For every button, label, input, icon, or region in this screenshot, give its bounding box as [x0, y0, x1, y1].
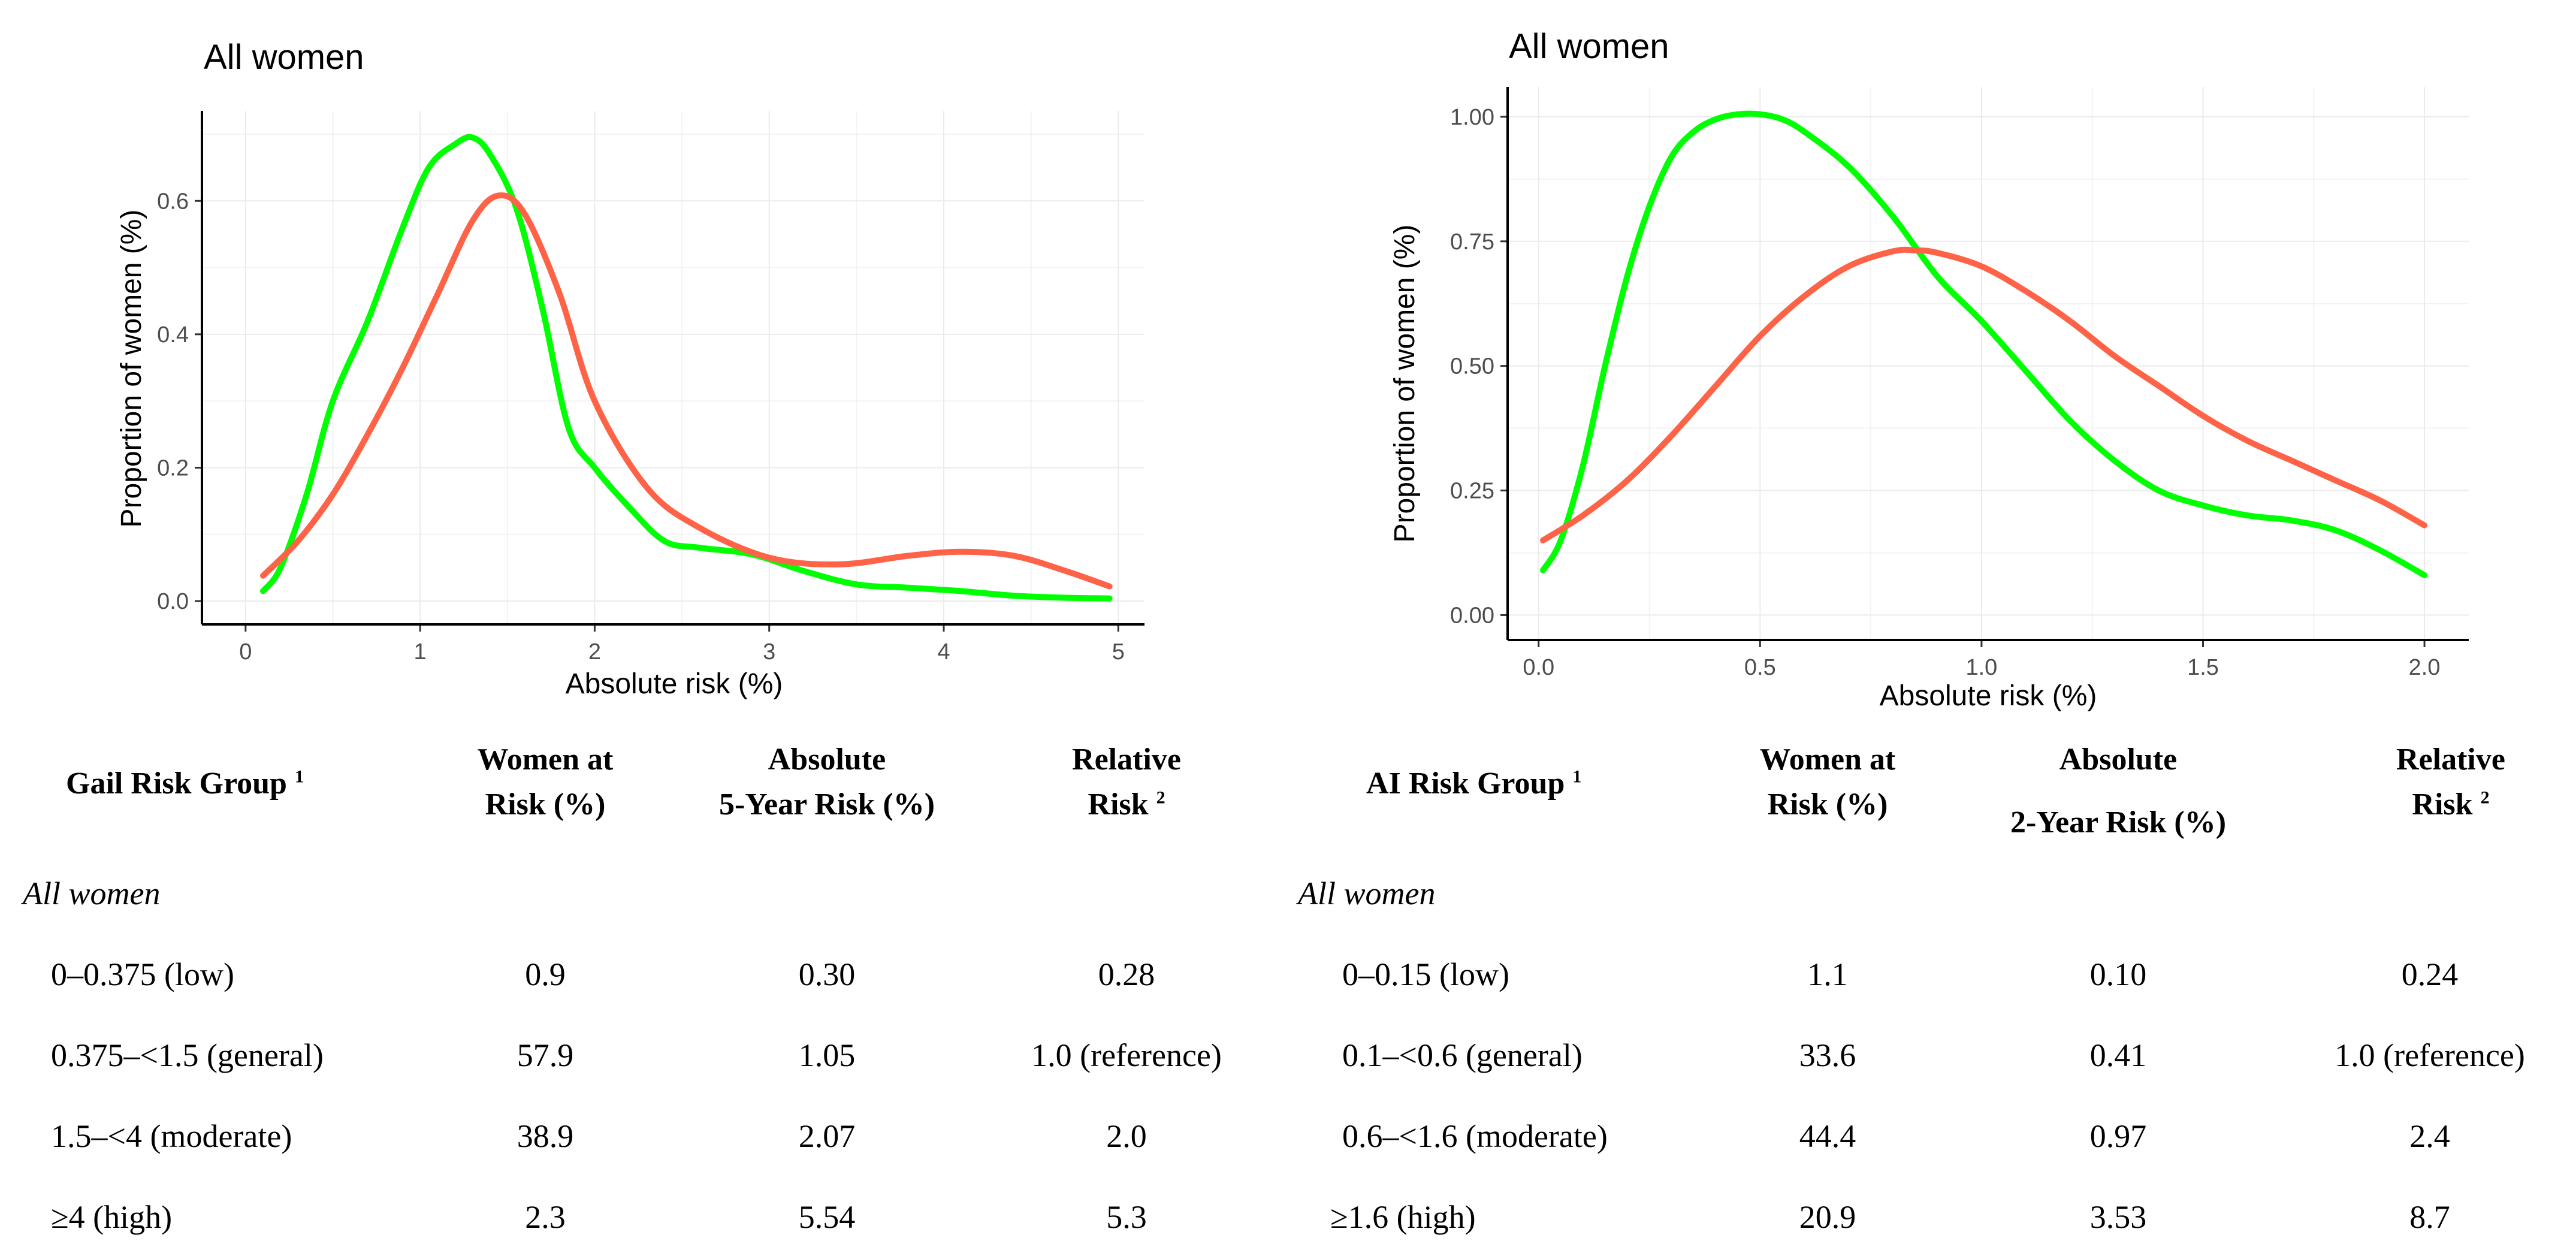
left-chart-series-green-line	[260, 134, 1113, 602]
right-header-women-line1: Women at	[1759, 742, 1896, 777]
right-row1-rel: 0.24	[2401, 956, 2459, 992]
right-header-group: AI Risk Group 1	[1366, 761, 1666, 806]
left-y-axis-label: Proportion of women (%)	[116, 210, 147, 528]
right-header-absolute-line1: Absolute	[2059, 742, 2178, 777]
right-row3-group: 0.6–<1.6 (moderate)	[1342, 1118, 1608, 1154]
right-chart-y-tick-label: 0.25	[1450, 479, 1494, 504]
left-section-label: All women	[23, 875, 161, 911]
left-row3-abs: 2.07	[798, 1118, 856, 1154]
left-row1-women: 0.9	[525, 956, 566, 992]
left-chart-x-tick-label: 0	[239, 639, 252, 665]
right-row2-women: 33.6	[1799, 1037, 1856, 1073]
left-header-absolute-line2: 5-Year Risk (%)	[718, 787, 935, 822]
left-chart: All women Absolute risk (%) Proportion o…	[0, 0, 1198, 719]
left-row4-women: 2.3	[525, 1199, 566, 1235]
right-header-absolute: Absolute 2-Year Risk (%)	[1968, 737, 2268, 845]
right-row3-women: 44.4	[1799, 1118, 1856, 1154]
right-row4-women: 20.9	[1799, 1199, 1856, 1235]
left-chart-x-tick-label: 5	[1112, 639, 1125, 665]
left-chart-grid	[202, 111, 1144, 624]
right-chart-svg: All women Absolute risk (%) Proportion o…	[1389, 27, 2469, 712]
right-chart-x-tick-label: 2.0	[2409, 655, 2441, 680]
right-row2-rel: 1.0 (reference)	[2335, 1037, 2525, 1073]
left-header-absolute: Absolute 5-Year Risk (%)	[677, 737, 977, 827]
left-row3-group: 1.5–<4 (moderate)	[51, 1118, 292, 1154]
left-row3-rel: 2.0	[1106, 1118, 1147, 1154]
right-row3-abs: 0.97	[2089, 1118, 2147, 1154]
left-chart-title: All women	[204, 38, 364, 77]
right-row4-abs: 3.53	[2089, 1199, 2147, 1235]
right-chart-x-tick-label: 0.5	[1744, 655, 1776, 680]
left-chart-y-tick-label: 0.4	[157, 322, 189, 348]
right-row4-rel: 8.7	[2409, 1199, 2450, 1235]
left-row2-abs: 1.05	[798, 1037, 856, 1073]
left-row4-abs: 5.54	[798, 1199, 856, 1235]
right-chart-y-tick-label: 1.00	[1450, 105, 1494, 130]
right-header-group-sup: 1	[1572, 766, 1582, 787]
right-row1-abs: 0.10	[2089, 956, 2147, 992]
right-chart-title: All women	[1509, 27, 1669, 66]
left-chart-series-red-line	[260, 192, 1113, 590]
left-row1-group: 0–0.375 (low)	[51, 956, 234, 992]
right-row1-group: 0–0.15 (low)	[1342, 956, 1509, 992]
right-chart-series-green-line	[1540, 110, 2428, 578]
right-chart-y-tick-label: 0.75	[1450, 230, 1494, 255]
left-chart-y-tick-label: 0.0	[157, 589, 189, 614]
left-chart-y-tick-label: 0.6	[157, 189, 189, 214]
left-chart-svg: All women Absolute risk (%) Proportion o…	[116, 38, 1144, 700]
left-row4-group: ≥4 (high)	[51, 1199, 173, 1235]
right-y-axis-label: Proportion of women (%)	[1389, 225, 1421, 543]
right-chart-x-tick-label: 0.0	[1523, 655, 1554, 680]
right-row4-group: ≥1.6 (high)	[1330, 1199, 1476, 1235]
right-row3-rel: 2.4	[2409, 1118, 2450, 1154]
right-row1-women: 1.1	[1807, 956, 1848, 992]
right-header-group-label: AI Risk Group	[1366, 766, 1565, 801]
left-header-group-sup: 1	[294, 766, 304, 787]
left-row1-rel: 0.28	[1098, 956, 1155, 992]
left-chart-x-tick-label: 2	[588, 639, 601, 665]
left-row1-abs: 0.30	[798, 956, 856, 992]
left-header-absolute-line1: Absolute	[768, 742, 886, 777]
right-table: AI Risk Group 1 Women at Risk (%) Absolu…	[1288, 737, 2576, 1259]
right-header-relative: Relative Risk 2	[2343, 737, 2559, 827]
left-header-group-label: Gail Risk Group	[66, 766, 287, 801]
left-row2-rel: 1.0 (reference)	[1031, 1037, 1222, 1073]
left-row3-women: 38.9	[517, 1118, 574, 1154]
left-table: Gail Risk Group 1 Women at Risk (%) Abso…	[0, 737, 1288, 1259]
right-row2-group: 0.1–<0.6 (general)	[1342, 1037, 1583, 1073]
left-chart-x-tick-label: 3	[763, 639, 775, 665]
right-header-relative-line1: Relative	[2396, 742, 2505, 777]
right-header-women-line2: Risk (%)	[1767, 787, 1888, 822]
right-x-axis-label: Absolute risk (%)	[1880, 680, 2097, 712]
right-chart: All women Absolute risk (%) Proportion o…	[1318, 0, 2576, 719]
right-chart-series-red-line	[1540, 246, 2428, 544]
left-header-relative: Relative Risk 2	[1007, 737, 1246, 827]
left-chart-y-tick-label: 0.2	[157, 455, 189, 481]
left-header-women-line1: Women at	[477, 742, 614, 777]
left-header-relative-line1: Relative	[1072, 742, 1181, 777]
right-chart-y-tick-label: 0.50	[1450, 354, 1494, 379]
right-chart-x-tick-label: 1.0	[1965, 655, 1997, 680]
left-chart-x-tick-label: 4	[937, 639, 950, 665]
left-header-women-line2: Risk (%)	[485, 787, 606, 822]
left-chart-x-tick-label: 1	[414, 639, 427, 665]
right-row2-abs: 0.41	[2089, 1037, 2147, 1073]
right-header-women: Women at Risk (%)	[1708, 737, 1947, 827]
left-header-relative-sup: 2	[1156, 787, 1165, 808]
right-header-relative-sup: 2	[2480, 787, 2490, 808]
left-header-group: Gail Risk Group 1	[66, 761, 366, 806]
left-row4-rel: 5.3	[1106, 1199, 1147, 1235]
right-chart-y-tick-label: 0.00	[1450, 603, 1494, 628]
right-header-absolute-line2: 2-Year Risk (%)	[2010, 805, 2227, 840]
left-header-women: Women at Risk (%)	[425, 737, 665, 827]
left-x-axis-label: Absolute risk (%)	[566, 668, 783, 700]
left-row2-women: 57.9	[517, 1037, 574, 1073]
right-section-label: All women	[1298, 875, 1436, 911]
right-header-relative-line2: Risk	[2412, 787, 2473, 822]
right-chart-x-tick-label: 1.5	[2187, 655, 2219, 680]
right-chart-grid	[1508, 87, 2469, 640]
left-header-relative-line2: Risk	[1088, 787, 1149, 822]
left-row2-group: 0.375–<1.5 (general)	[51, 1037, 324, 1073]
